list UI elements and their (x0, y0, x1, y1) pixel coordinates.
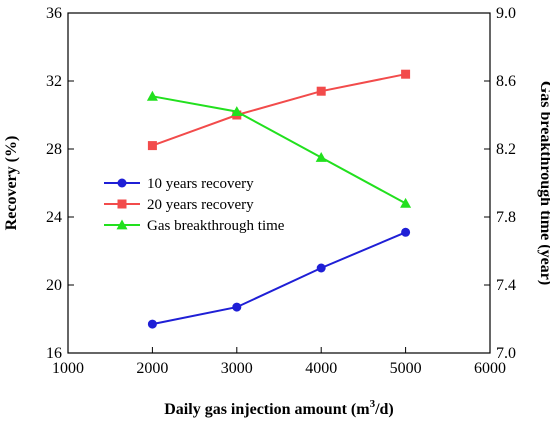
y-left-tick-label: 24 (46, 209, 62, 226)
x-axis-title: Daily gas injection amount (m3/d) (164, 398, 394, 418)
x-axis-title-tail: /d) (374, 401, 394, 418)
data-point (400, 197, 412, 208)
data-point (147, 141, 157, 151)
x-tick-label: 6000 (474, 360, 506, 377)
series-layer (146, 69, 412, 329)
x-tick-label: 2000 (136, 360, 168, 377)
y-left-tick-label: 20 (46, 277, 62, 294)
y-right-tick-label: 8.2 (496, 141, 516, 158)
series-line (152, 231, 406, 326)
y-right-tick-label: 8.6 (496, 73, 516, 90)
x-axis-title-sup: 3 (370, 398, 376, 410)
x-tick-label: 5000 (390, 360, 422, 377)
series-circle (147, 227, 411, 329)
y-left-tick-label: 16 (46, 345, 62, 362)
legend-label: 10 years recovery (147, 176, 254, 192)
data-point (401, 227, 411, 237)
x-axis-title-main: Daily gas injection amount (m (164, 401, 370, 418)
data-point (146, 90, 158, 101)
legend: 10 years recovery 20 years recovery Gas br… (104, 176, 285, 234)
data-point (316, 263, 326, 273)
series-line (152, 95, 407, 205)
legend-label: Gas breakthrough time (147, 218, 285, 234)
x-tick-label: 4000 (305, 360, 337, 377)
legend-marker (117, 178, 127, 188)
y-left-tick-label: 36 (46, 5, 62, 22)
data-point (231, 106, 243, 116)
y-right-tick-label: 7.0 (496, 345, 516, 362)
legend-marker (116, 219, 128, 230)
data-point (147, 319, 157, 329)
legend-marker (117, 199, 127, 209)
y-left-axis-title: Recovery (%) (3, 136, 20, 231)
x-tick-label: 1000 (52, 360, 84, 377)
data-point (316, 86, 326, 96)
series-square (147, 69, 411, 151)
y-right-tick-label: 7.4 (496, 277, 516, 294)
plot-frame (67, 12, 491, 354)
x-tick-label: 3000 (221, 360, 253, 377)
y-right-axis-title: Gas breakthrough time (year) (537, 81, 550, 285)
legend-label: 20 years recovery (147, 197, 254, 213)
series-line (152, 73, 406, 147)
y-left-tick-label: 28 (46, 141, 62, 158)
data-point (401, 69, 411, 79)
ticks-layer: 1000 2000 3000 4000 5000 6000 16 20 24 28 32 36 7.0 7… (46, 5, 516, 377)
y-left-tick-label: 32 (46, 73, 62, 90)
data-point (315, 152, 327, 162)
y-right-tick-label: 7.8 (496, 209, 516, 226)
y-right-tick-label: 9.0 (496, 5, 516, 22)
data-point (232, 302, 242, 312)
series-triangle (146, 90, 412, 208)
